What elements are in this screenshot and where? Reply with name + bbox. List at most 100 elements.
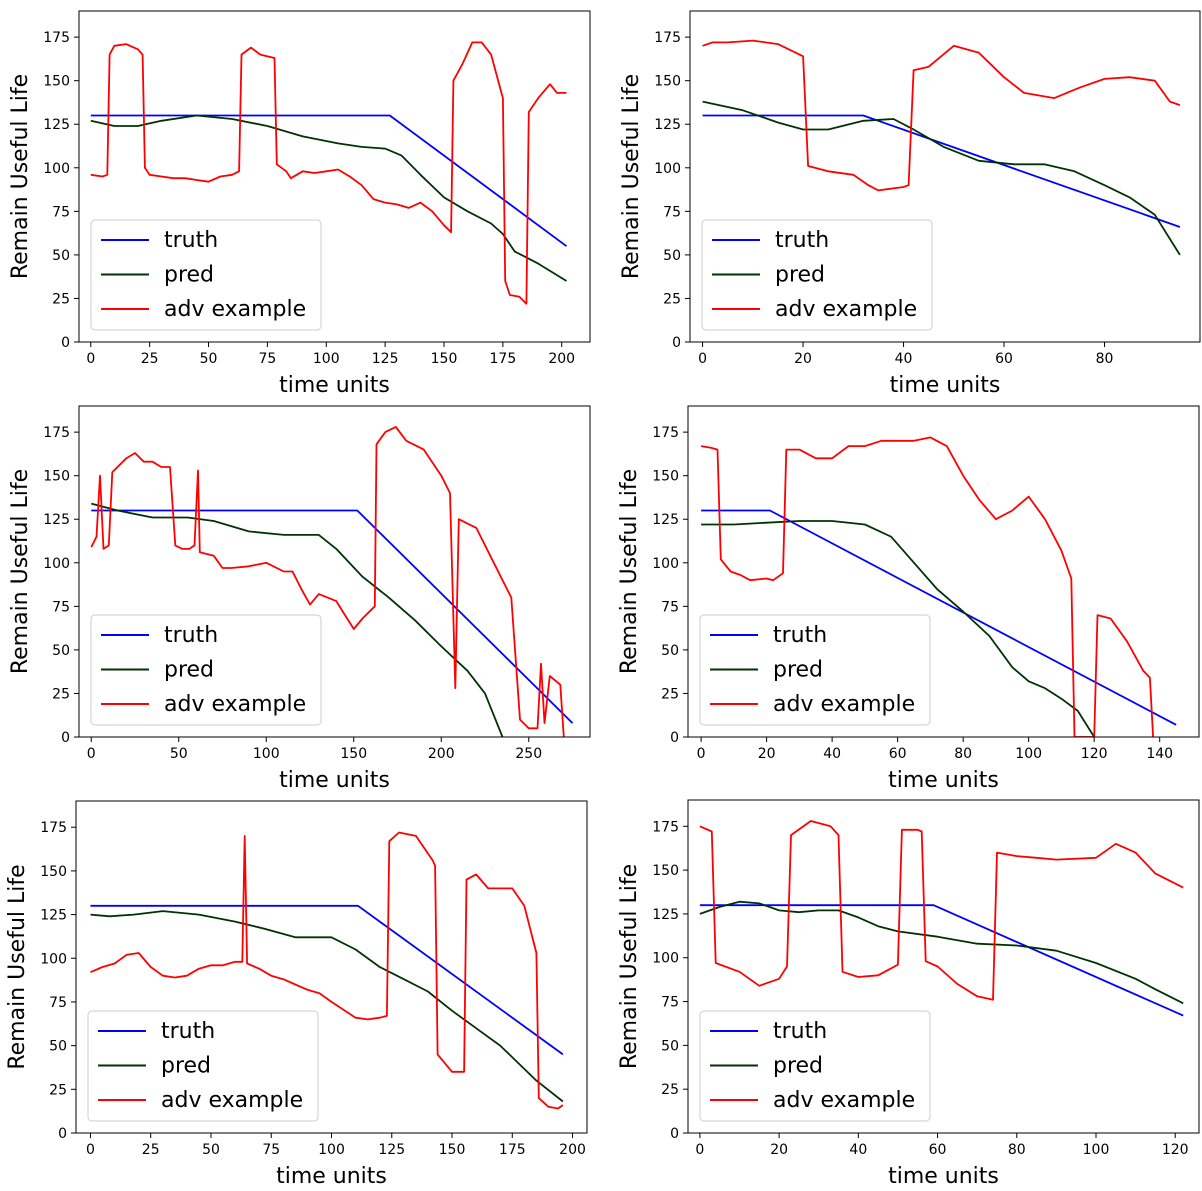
y-tick-label: 75 [52, 204, 70, 220]
x-tick-label: 75 [262, 1142, 280, 1158]
x-tick-label: 50 [202, 1142, 220, 1158]
x-tick-label: 25 [142, 1142, 160, 1158]
y-tick-label: 125 [43, 512, 70, 528]
x-tick-label: 50 [200, 351, 218, 367]
x-tick-label: 0 [695, 1142, 704, 1158]
y-tick-label: 75 [661, 995, 679, 1011]
y-axis-label: Remain Useful Life [5, 864, 30, 1069]
x-tick-label: 75 [258, 351, 276, 367]
axes-frame [687, 405, 1200, 738]
series-line-truth [90, 114, 568, 247]
y-tick-label: 0 [61, 730, 70, 746]
y-tick-label: 50 [52, 643, 70, 659]
y-tick-label: 25 [663, 291, 681, 307]
legend-label: adv example [164, 692, 306, 717]
legend: truth pred adv example [699, 614, 931, 726]
y-tick-label: 150 [652, 863, 679, 879]
legend-label: adv example [773, 692, 915, 717]
x-tick-label: 200 [428, 746, 455, 762]
x-axis-label: time units [279, 768, 390, 793]
x-tick-label: 80 [1096, 351, 1114, 367]
y-axis-label: Remain Useful Life [8, 74, 33, 279]
y-tick-label: 150 [652, 469, 679, 485]
series-line-adv-example [702, 39, 1181, 192]
legend-box [701, 219, 933, 331]
series-line-adv-example [90, 426, 565, 737]
legend: truth pred adv example [87, 1010, 319, 1122]
y-tick-label: 0 [58, 1126, 67, 1142]
legend-box [699, 614, 931, 726]
y-tick-label: 50 [663, 248, 681, 264]
x-tick-label: 80 [1008, 1142, 1026, 1158]
legend-label: truth [773, 1019, 827, 1044]
y-tick-label: 75 [661, 599, 679, 615]
chart-panel-3: 0 50 100 150 200 250 0 25 50 75 100 125 150 175 time u… [8, 405, 591, 793]
legend-label: truth [161, 1019, 215, 1044]
y-tick-label: 125 [652, 512, 679, 528]
series-line-pred [90, 910, 564, 1103]
y-tick-label: 75 [52, 599, 70, 615]
legend-box [90, 614, 322, 726]
y-tick-label: 150 [43, 469, 70, 485]
y-tick-label: 150 [43, 74, 70, 90]
y-tick-label: 175 [652, 425, 679, 441]
series-line-pred [699, 900, 1184, 1005]
y-tick-label: 150 [40, 864, 67, 880]
series-line-truth [702, 114, 1181, 228]
y-tick-label: 50 [52, 248, 70, 264]
y-axis-label: Remain Useful Life [619, 74, 644, 279]
chart-panel-1: 0 25 50 75 100 125 150 175 200 0 25 50 75 100 125 150 17… [8, 10, 591, 398]
x-tick-label: 175 [490, 351, 517, 367]
x-tick-label: 20 [794, 351, 812, 367]
series-line-adv-example [90, 831, 564, 1110]
y-tick-label: 100 [654, 161, 681, 177]
legend-label: pred [161, 1054, 211, 1079]
y-axis-label: Remain Useful Life [617, 469, 642, 674]
x-axis-label: time units [888, 768, 999, 793]
series-line-adv-example [700, 436, 1154, 737]
legend-box [87, 1010, 319, 1122]
y-tick-label: 50 [49, 1039, 67, 1055]
legend-label: truth [164, 228, 218, 253]
y-tick-label: 125 [654, 117, 681, 133]
y-tick-label: 100 [652, 556, 679, 572]
x-tick-label: 50 [170, 746, 188, 762]
y-tick-label: 25 [49, 1082, 67, 1098]
x-axis-label: time units [890, 373, 1001, 398]
x-tick-label: 100 [318, 1142, 345, 1158]
x-tick-label: 120 [1162, 1142, 1189, 1158]
x-tick-label: 0 [698, 351, 707, 367]
x-tick-label: 20 [770, 1142, 788, 1158]
y-tick-label: 175 [652, 819, 679, 835]
x-tick-label: 100 [313, 351, 340, 367]
x-tick-label: 20 [758, 746, 776, 762]
legend-label: adv example [773, 1088, 915, 1113]
series-line-pred [90, 114, 567, 282]
x-axis-label: time units [279, 373, 390, 398]
x-tick-label: 125 [378, 1142, 405, 1158]
x-tick-label: 25 [141, 351, 159, 367]
y-tick-label: 100 [40, 951, 67, 967]
x-tick-label: 150 [340, 746, 367, 762]
x-axis-label: time units [276, 1164, 387, 1189]
x-tick-label: 0 [87, 746, 96, 762]
y-tick-label: 50 [661, 1038, 679, 1054]
x-tick-label: 200 [548, 351, 575, 367]
y-tick-label: 175 [40, 820, 67, 836]
y-tick-label: 100 [652, 951, 679, 967]
x-tick-label: 140 [1146, 746, 1173, 762]
x-tick-label: 120 [1081, 746, 1108, 762]
y-tick-label: 175 [43, 30, 70, 46]
series-line-pred [701, 520, 1095, 737]
y-tick-label: 100 [43, 556, 70, 572]
y-tick-label: 0 [672, 335, 681, 351]
legend-box [699, 1010, 931, 1122]
y-tick-label: 125 [40, 908, 67, 924]
y-tick-label: 0 [670, 730, 679, 746]
x-tick-label: 40 [895, 351, 913, 367]
legend-label: adv example [775, 297, 917, 322]
legend-label: truth [775, 228, 829, 253]
legend: truth pred adv example [701, 219, 933, 331]
x-tick-label: 200 [559, 1142, 586, 1158]
